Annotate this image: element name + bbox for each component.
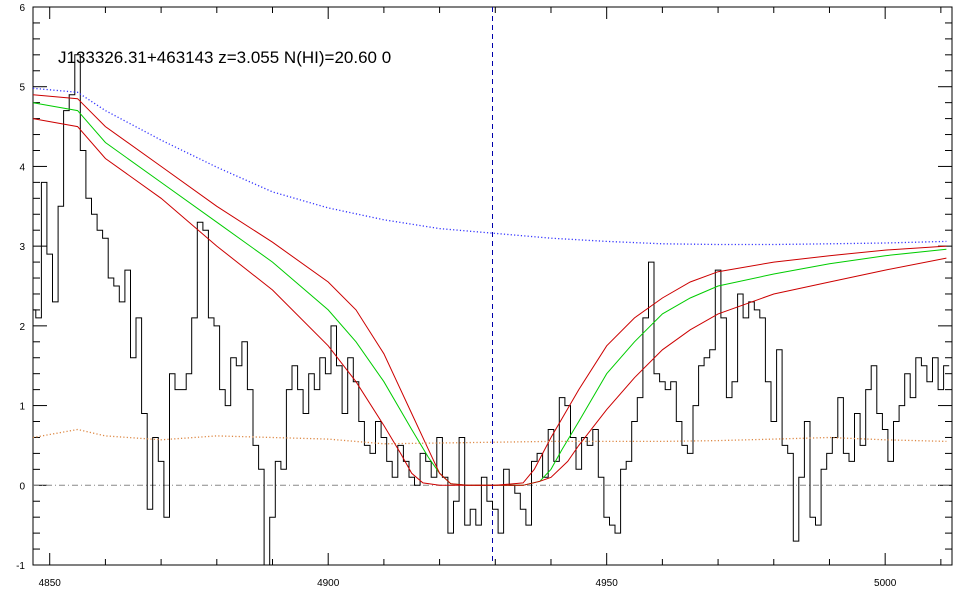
y-tick-label: 1 [19, 402, 25, 413]
model-fit [32, 102, 947, 486]
y-tick-label: 4 [19, 162, 25, 173]
model-upper-bound [32, 94, 947, 486]
y-tick-label: -1 [16, 561, 25, 572]
axis-tick-labels: 4850 4900 4950 5000 -1 0 1 2 3 4 5 6 [16, 3, 897, 589]
error-spectrum [32, 428, 947, 445]
x-tick-label: 4950 [596, 578, 619, 589]
y-tick-label: 6 [19, 3, 25, 14]
reference-lines [33, 7, 952, 565]
continuum [32, 87, 947, 246]
x-tick-label: 4900 [317, 578, 340, 589]
x-tick-label: 5000 [874, 578, 897, 589]
x-tick-label: 4850 [39, 578, 62, 589]
y-tick-label: 5 [19, 83, 25, 94]
y-tick-label: 0 [19, 481, 25, 492]
y-tick-label: 3 [19, 242, 25, 253]
y-tick-label: 2 [19, 322, 25, 333]
model-lower-bound [32, 118, 947, 486]
flux-spectrum [33, 54, 950, 566]
series-layer [32, 54, 950, 566]
chart-title: J133326.31+463143 z=3.055 N(HI)=20.60 0 [58, 48, 391, 67]
